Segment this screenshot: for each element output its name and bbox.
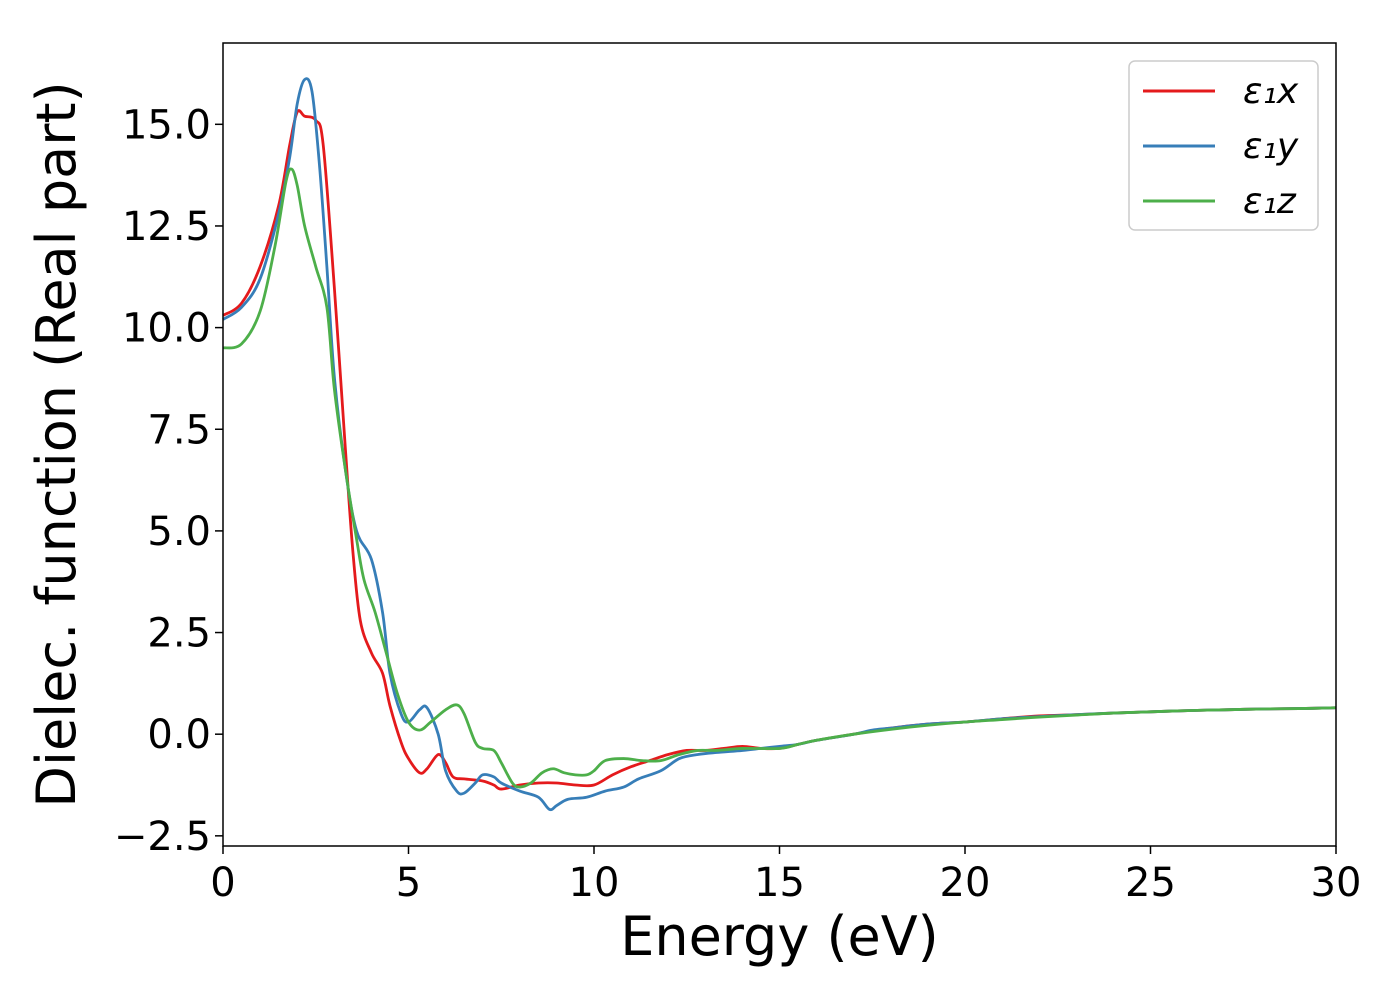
x-tick-label: 0 <box>210 860 235 906</box>
x-tick-label: 30 <box>1311 860 1362 906</box>
y-tick-label: 2.5 <box>147 611 211 657</box>
series-line-3 <box>222 167 1337 789</box>
x-tick-label: 5 <box>396 860 421 906</box>
y-tick-label: 12.5 <box>122 204 211 250</box>
x-tick-label: 20 <box>940 860 991 906</box>
x-tick-label: 10 <box>569 860 620 906</box>
y-tick-label: 10.0 <box>122 306 211 352</box>
legend: ε₁x ε₁y ε₁z <box>1128 60 1319 231</box>
y-tick-label: 0.0 <box>147 712 211 758</box>
series-layer <box>222 77 1337 812</box>
legend-box <box>1128 60 1319 231</box>
legend-label: ε₁z <box>1243 181 1297 222</box>
x-axis-ticks: 0 5 10 15 20 25 30 <box>210 846 1361 906</box>
y-axis-title: Dielec. function (Real part) <box>25 81 88 807</box>
legend-label: ε₁y <box>1243 126 1299 167</box>
x-tick-label: 25 <box>1125 860 1176 906</box>
y-tick-label: 15.0 <box>122 102 211 148</box>
legend-label: ε₁x <box>1243 71 1299 112</box>
x-axis-title: Energy (eV) <box>620 905 939 968</box>
x-tick-label: 15 <box>754 860 805 906</box>
y-tick-label: 5.0 <box>147 509 211 555</box>
y-tick-label: 7.5 <box>147 407 211 453</box>
y-axis-ticks: −2.5 0.0 2.5 5.0 7.5 10.0 12.5 15.0 <box>114 102 223 860</box>
y-tick-label: −2.5 <box>114 814 211 860</box>
